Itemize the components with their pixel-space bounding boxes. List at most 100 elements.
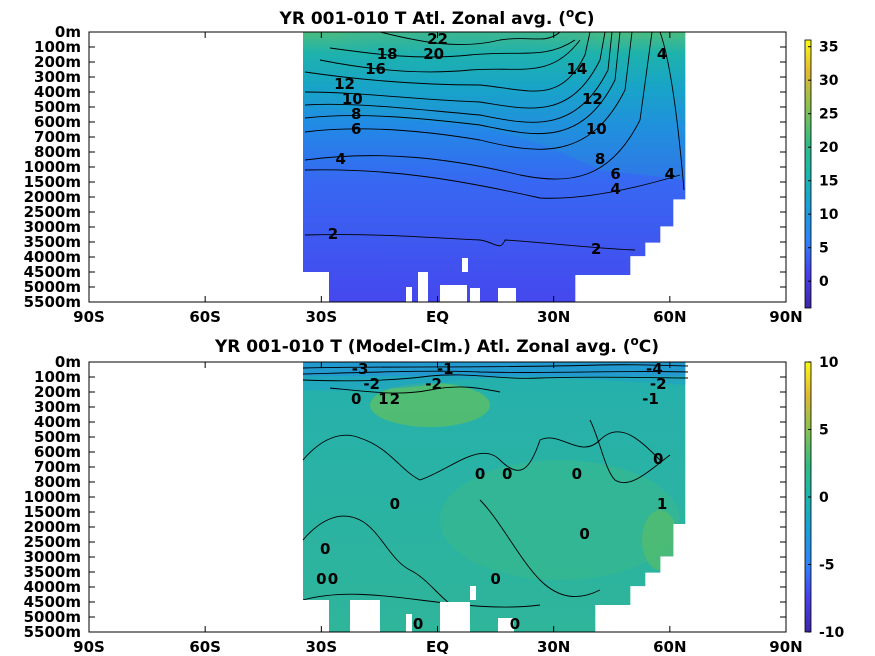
contour-label: -2 [650,375,667,393]
colorbar-tick-label: 35 [819,40,838,56]
panel2-masks [303,586,514,632]
y-tick-label: 100m [34,38,81,56]
x-tick-label: EQ [426,308,449,326]
panel-anomaly: YR 001-010 T (Model-Clm.) Atl. Zonal avg… [24,334,845,656]
y-tick-label: 3000m [24,548,81,566]
y-tick-label: 100m [34,368,81,386]
y-tick-label: 600m [34,113,81,131]
y-tick-label: 2500m [24,533,81,551]
x-tick-label: 30S [305,308,337,326]
colorbar-tick-label: -10 [819,625,845,641]
contour-label: 0 [572,465,582,483]
panel2-data-field [303,362,686,632]
y-tick-label: 800m [34,143,81,161]
y-tick-label: 1500m [24,503,81,521]
y-tick-label: 3500m [24,563,81,581]
contour-label: 0 [316,570,326,588]
contour-label: 16 [365,60,386,78]
panel1-data-field [303,32,686,302]
contour-label: 2 [591,240,601,258]
contour-label: 1 [378,390,388,408]
x-tick-label: EQ [426,638,449,656]
colorbar-tick-label: 10 [819,207,839,223]
colorbar-tick-label: 15 [819,174,838,190]
contour-label: 12 [334,75,355,93]
y-tick-label: 5500m [24,293,81,311]
colorbar-tick-label: 20 [819,140,839,156]
y-tick-label: 500m [34,98,81,116]
contour-label: 0 [653,450,663,468]
contour-label: 10 [342,90,363,108]
x-tick-label: 30S [305,638,337,656]
colorbar-tick-label: 25 [819,107,838,123]
x-tick-label: 30N [537,638,570,656]
contour-label: 0 [390,495,400,513]
panel2-contour-lines [302,364,689,611]
contour-label: 0 [413,615,423,633]
contour-label: -1 [642,390,659,408]
contour-label: 0 [579,525,589,543]
colorbar [804,39,812,309]
y-tick-label: 400m [34,83,81,101]
contour-label: 0 [490,570,500,588]
y-tick-label: 300m [34,68,81,86]
colorbar-tick-label: 0 [819,274,829,290]
colorbar-tick-label: 5 [819,241,829,257]
y-tick-label: 700m [34,128,81,146]
y-tick-label: 0m [55,23,81,41]
y-tick-label: 2500m [24,203,81,221]
y-tick-label: 2000m [24,188,81,206]
contour-label: 8 [351,105,361,123]
x-tick-label: 90N [769,308,802,326]
x-tick-label: 60N [653,638,686,656]
colorbar-tick-label: 5 [819,423,829,439]
contour-label: 0 [320,540,330,558]
contour-label: 2 [390,390,400,408]
panel-temperature: YR 001-010 T Atl. Zonal avg. (oC) [24,6,839,326]
y-tick-label: 800m [34,473,81,491]
y-tick-label: 400m [34,413,81,431]
y-tick-label: 2000m [24,518,81,536]
contour-label: 4 [665,165,675,183]
contour-label: 20 [423,45,444,63]
panel1-contour-lines [304,31,685,251]
panel2-title: YR 001-010 T (Model-Clm.) Atl. Zonal avg… [214,334,659,357]
y-tick-label: 4500m [24,593,81,611]
y-tick-label: 4000m [24,248,81,266]
x-tick-label: 90S [73,308,105,326]
y-tick-label: 200m [34,383,81,401]
colorbar-tick-label: 30 [819,73,839,89]
contour-label: -3 [352,360,369,378]
y-tick-label: 300m [34,398,81,416]
y-tick-label: 1000m [24,158,81,176]
contour-label: 0 [328,570,338,588]
y-tick-label: 200m [34,53,81,71]
colorbar-tick-label: -5 [819,558,835,574]
x-tick-label: 60N [653,308,686,326]
x-tick-label: 90S [73,638,105,656]
contour-label: 0 [510,615,520,633]
contour-label: 4 [610,180,620,198]
x-tick-label: 60S [189,638,221,656]
contour-label: 12 [582,90,603,108]
y-tick-label: 5000m [24,608,81,626]
colorbar-tick-label: 0 [819,490,829,506]
contour-label: -2 [425,375,442,393]
y-tick-label: 700m [34,458,81,476]
y-tick-label: 4500m [24,263,81,281]
contour-label: -2 [363,375,380,393]
colorbar-tick-label: 10 [819,355,839,371]
x-tick-label: 60S [189,308,221,326]
y-tick-label: 4000m [24,578,81,596]
y-tick-label: 1500m [24,173,81,191]
contour-label: 4 [335,150,345,168]
contour-label: 2 [328,225,338,243]
y-tick-label: 5000m [24,278,81,296]
panel1-masks [303,258,516,302]
contour-label: 14 [566,60,587,78]
y-tick-label: 3000m [24,218,81,236]
y-tick-label: 5500m [24,623,81,641]
contour-label: 8 [595,150,605,168]
contour-label: 6 [610,165,620,183]
